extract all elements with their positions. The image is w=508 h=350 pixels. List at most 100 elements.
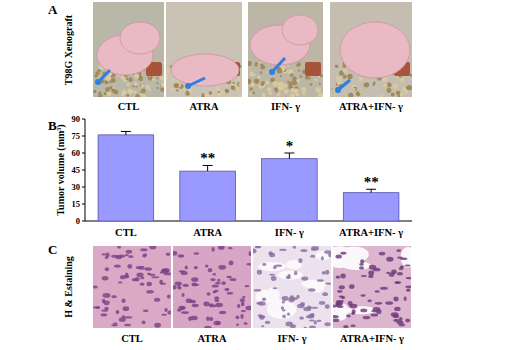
bedding	[260, 63, 263, 66]
bedding	[266, 71, 268, 73]
nucleus	[303, 327, 306, 328]
bedding	[343, 75, 347, 79]
nucleus	[285, 322, 293, 327]
photo	[93, 246, 171, 328]
nucleus	[397, 257, 403, 259]
nucleus	[308, 288, 315, 291]
caption: CTL	[121, 333, 143, 344]
photo-background	[248, 2, 323, 97]
nucleus	[214, 296, 219, 300]
bedding	[128, 77, 133, 82]
nucleus	[333, 319, 339, 322]
nucleus	[328, 253, 331, 257]
nucleus	[121, 315, 125, 318]
bedding	[237, 82, 242, 87]
y-tick-label: 45	[72, 165, 81, 175]
nucleus	[203, 302, 209, 307]
nucleus	[396, 249, 401, 252]
bedding	[239, 82, 242, 86]
bedding	[145, 85, 150, 90]
nucleus	[194, 284, 200, 286]
bar	[180, 171, 236, 221]
bedding	[171, 79, 175, 83]
nucleus	[281, 306, 284, 310]
nucleus	[291, 297, 298, 300]
caption: ATRA+IFN- γ	[339, 101, 403, 112]
bedding	[272, 81, 277, 86]
photo	[173, 246, 251, 328]
x-tick-label: ATRA	[193, 227, 222, 238]
nucleus	[349, 284, 355, 289]
page: {"chart_data": {"type": "bar", "y_label"…	[0, 0, 508, 350]
nucleus	[340, 274, 346, 279]
bedding	[111, 78, 116, 83]
x-tick-label: IFN- γ	[275, 227, 304, 238]
bedding	[391, 93, 395, 97]
bedding	[254, 78, 259, 83]
nucleus	[352, 309, 356, 314]
nucleus	[368, 275, 374, 278]
nucleus	[337, 290, 342, 293]
nucleus	[310, 255, 315, 258]
bedding	[238, 93, 242, 97]
photo	[253, 246, 331, 328]
nucleus	[393, 314, 399, 318]
photo	[93, 2, 164, 97]
nucleus	[105, 267, 109, 271]
bedding	[139, 76, 142, 79]
bedding	[231, 86, 235, 90]
nucleus	[404, 297, 407, 301]
nucleus	[336, 276, 341, 279]
side-label: T98G Xenograft	[63, 14, 74, 85]
nucleus	[173, 251, 177, 256]
bars	[98, 131, 399, 221]
bedding	[407, 85, 412, 91]
bedding	[114, 90, 119, 95]
bedding	[253, 74, 255, 76]
nucleus	[287, 312, 290, 315]
nucleus	[255, 246, 262, 248]
caption: IFN- γ	[271, 101, 300, 112]
nucleus	[143, 253, 147, 255]
significance: **	[200, 150, 215, 166]
caption: ATRA	[198, 333, 227, 344]
bedding	[141, 84, 144, 87]
nucleus	[391, 269, 397, 274]
bedding	[343, 69, 347, 73]
bedding	[293, 88, 298, 93]
nucleus	[181, 311, 189, 314]
vacuole	[333, 246, 354, 268]
nucleus	[240, 298, 245, 302]
bedding	[209, 91, 213, 95]
bedding	[237, 77, 240, 80]
nucleus	[325, 304, 330, 309]
nucleus	[136, 272, 143, 277]
nucleus	[121, 299, 125, 303]
bedding	[104, 92, 107, 95]
nucleus	[206, 292, 210, 295]
y-tick	[82, 187, 85, 188]
bedding	[296, 79, 300, 83]
bedding	[380, 94, 383, 97]
nucleus	[221, 281, 226, 285]
bedding	[301, 87, 306, 92]
nucleus	[337, 306, 344, 308]
nucleus	[279, 249, 286, 251]
bedding	[353, 88, 355, 90]
figure: AT98G XenograftCTLATRAIFN- γATRA+IFN- γB…	[0, 0, 508, 350]
nucleus	[120, 275, 126, 279]
bedding	[387, 82, 392, 87]
nucleus	[128, 255, 133, 258]
bedding	[235, 86, 240, 91]
nucleus	[275, 264, 282, 266]
nucleus	[369, 265, 376, 270]
photo	[330, 2, 412, 97]
nucleus	[216, 321, 219, 325]
nucleus	[359, 266, 364, 270]
photo-background	[166, 2, 242, 97]
nucleus	[205, 264, 209, 267]
bedding	[106, 76, 111, 81]
bedding	[297, 62, 301, 66]
nucleus	[282, 315, 286, 319]
arrow-head	[269, 69, 275, 75]
